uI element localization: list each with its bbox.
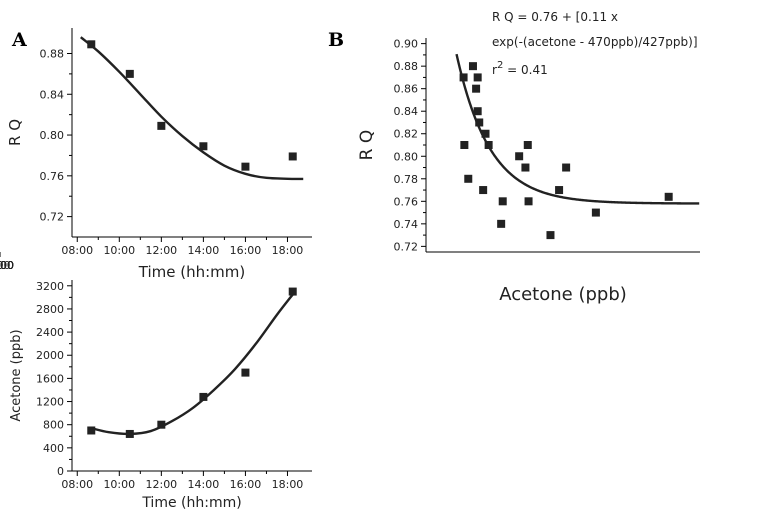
data-point (523, 141, 532, 149)
panel-label-b: B (328, 29, 344, 51)
r-squared-label: r2 = 0.41 (492, 60, 548, 77)
data-point (473, 107, 482, 116)
x-tick-label: 2000 (0, 259, 14, 272)
y-tick-label: 0.72 (394, 240, 419, 253)
x-tick-label: 500 (0, 259, 11, 272)
x-tick-label: 08:00 (61, 244, 93, 257)
y-tick-label: 0.80 (40, 129, 65, 142)
x-tick-label: 3500 (0, 259, 14, 272)
fit-curve (455, 53, 700, 205)
data-point (199, 142, 208, 151)
x-tick-label: 2500 (0, 259, 14, 272)
y-tick-label: 800 (43, 419, 64, 432)
data-point (473, 73, 482, 82)
y-tick-label: 0.88 (394, 60, 419, 73)
y-tick-label: 0.74 (394, 218, 419, 231)
x-axis-title: Time (hh:mm) (138, 263, 245, 281)
y-tick-label: 0.82 (394, 128, 419, 141)
data-point (459, 73, 468, 82)
y-tick-label: 0.84 (394, 105, 419, 118)
y-tick-label: 0.80 (394, 150, 419, 163)
x-tick-label: 0 (0, 259, 4, 272)
x-tick-label: 18:00 (272, 244, 304, 257)
x-tick-label: 14:00 (188, 478, 220, 491)
data-point (157, 121, 166, 130)
data-point (87, 426, 96, 435)
data-point (472, 84, 481, 93)
data-point (241, 368, 250, 377)
data-point (125, 69, 134, 78)
y-tick-label: 0.76 (394, 195, 419, 208)
data-point (484, 141, 493, 149)
data-point (591, 208, 600, 217)
x-tick-label: 1500 (0, 259, 14, 272)
data-point (468, 62, 477, 71)
fit-curve (80, 36, 304, 181)
x-tick-label: 3000 (0, 259, 14, 272)
panel-label-a: A (11, 29, 27, 51)
x-tick-label: 1000 (0, 259, 14, 272)
data-point (497, 219, 506, 228)
chart-rq-vs-acetone: 0.72 0.74 0.76 0.78 0.80 0.82 0.84 0.86 0.88 0.90… (0, 10, 700, 305)
data-point (460, 141, 469, 149)
data-point (498, 197, 507, 206)
x-tick-label: 10:00 (103, 244, 135, 257)
data-point (157, 420, 166, 429)
data-point (515, 152, 524, 161)
data-point (479, 186, 488, 195)
x-tick-label: 18:00 (272, 478, 304, 491)
y-tick-label: 1600 (36, 372, 64, 385)
data-point (125, 429, 134, 438)
y-tick-label: 0.88 (40, 47, 65, 60)
data-point (664, 192, 673, 201)
x-tick-label: 08:00 (61, 478, 93, 491)
data-point (481, 129, 490, 138)
x-tick-label: 12:00 (145, 478, 177, 491)
chart-rq-vs-time: 0.72 0.76 0.80 0.84 0.88 08:00 10:00 12:00 14:00… (6, 28, 312, 281)
y-tick-label: 0.72 (40, 211, 65, 224)
data-point (562, 163, 571, 172)
data-point (87, 40, 96, 49)
x-tick-label: 12:00 (145, 244, 177, 257)
x-axis-title: Acetone (ppb) (499, 284, 627, 305)
data-point (288, 287, 297, 296)
y-tick-label: 2400 (36, 326, 64, 339)
x-tick-label: 10:00 (103, 478, 135, 491)
data-point (524, 197, 533, 206)
y-tick-label: 0.78 (394, 173, 419, 186)
y-tick-label: 3200 (36, 280, 64, 293)
y-tick-label: 2000 (36, 349, 64, 362)
y-tick-label: 0.90 (394, 38, 419, 51)
y-axis-title: R Q (6, 119, 24, 146)
x-tick-label: 16:00 (230, 478, 262, 491)
y-tick-label: 0 (57, 465, 64, 478)
y-axis-title: Acetone (ppb) (9, 329, 24, 421)
y-tick-label: 400 (43, 442, 64, 455)
data-point (546, 231, 555, 240)
data-point (475, 118, 484, 127)
data-point (521, 163, 530, 172)
x-tick-label: 14:00 (188, 244, 220, 257)
y-tick-label: 0.86 (394, 83, 419, 96)
x-axis-title: Time (hh:mm) (141, 495, 241, 511)
fit-equation-line-1: R Q = 0.76 + [0.11 x (492, 10, 618, 24)
y-tick-label: 0.76 (40, 170, 65, 183)
data-point (288, 152, 297, 161)
fit-curve (90, 293, 294, 436)
y-tick-label: 1200 (36, 396, 64, 409)
y-axis-title: R Q (357, 130, 377, 161)
chart-acetone-vs-time: 0 400 800 1200 1600 2000 2400 2800 3200 08:00 10:0… (9, 280, 312, 511)
data-point (241, 162, 250, 171)
x-tick-label: 16:00 (230, 244, 262, 257)
data-point (464, 174, 473, 183)
y-tick-label: 0.84 (40, 88, 65, 101)
y-tick-label: 2800 (36, 303, 64, 316)
fit-equation-line-2: exp(-(acetone - 470ppb)/427ppb)] (492, 35, 698, 49)
data-point (555, 186, 564, 195)
data-point (199, 392, 208, 401)
